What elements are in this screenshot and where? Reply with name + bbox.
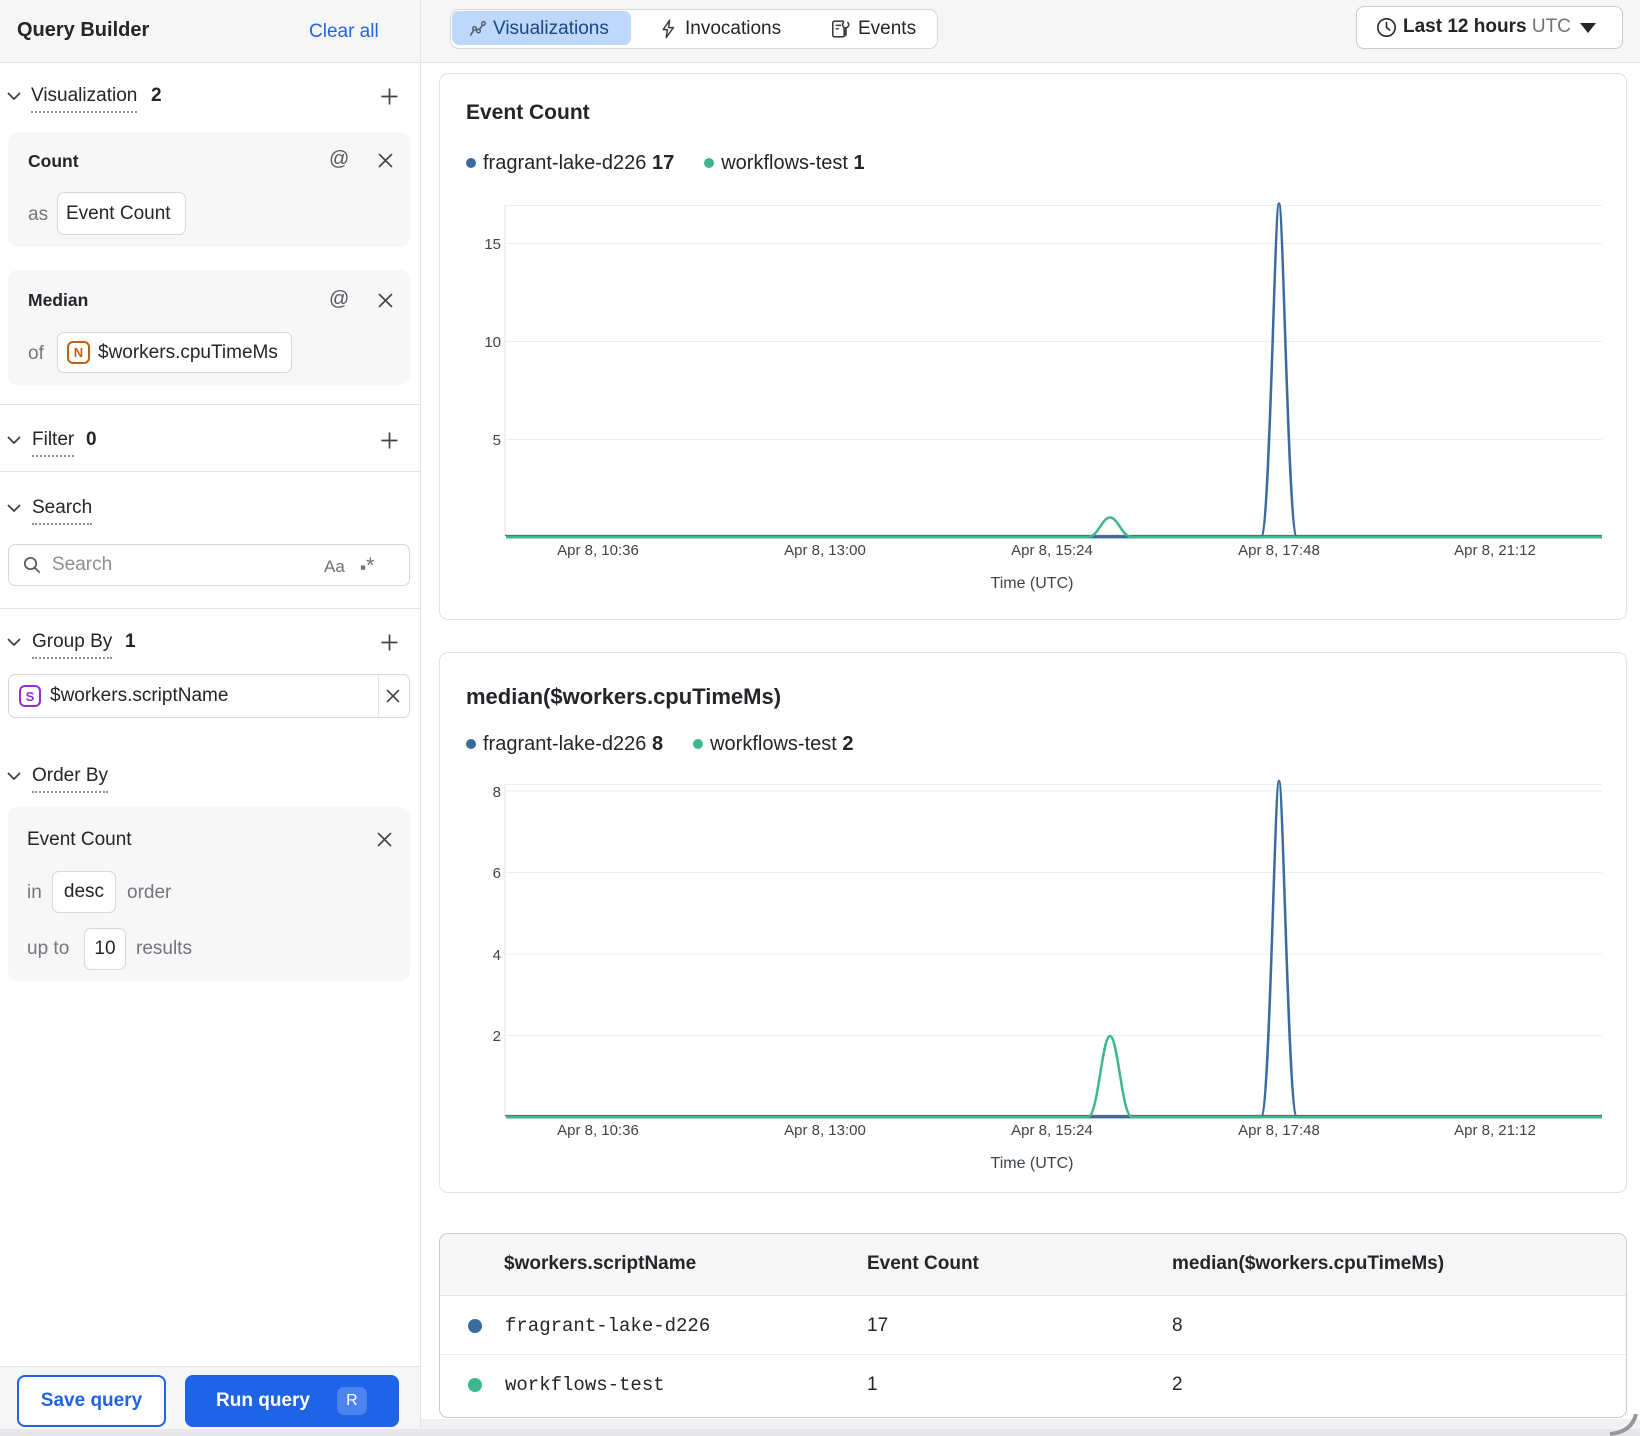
svg-text:Apr 8, 15:24: Apr 8, 15:24 (1011, 1122, 1093, 1139)
svg-text:15: 15 (484, 236, 501, 253)
svg-text:6: 6 (493, 865, 501, 882)
svg-text:Apr 8, 17:48: Apr 8, 17:48 (1238, 1122, 1320, 1139)
svg-text:Apr 8, 21:12: Apr 8, 21:12 (1454, 542, 1536, 559)
svg-text:5: 5 (493, 432, 501, 449)
svg-text:Apr 8, 17:48: Apr 8, 17:48 (1238, 542, 1320, 559)
svg-text:Apr 8, 10:36: Apr 8, 10:36 (557, 542, 639, 559)
svg-text:Apr 8, 13:00: Apr 8, 13:00 (784, 1122, 866, 1139)
svg-text:8: 8 (493, 784, 501, 801)
svg-text:Apr 8, 13:00: Apr 8, 13:00 (784, 542, 866, 559)
svg-text:Time (UTC): Time (UTC) (991, 1155, 1074, 1172)
svg-text:Time (UTC): Time (UTC) (991, 575, 1074, 592)
svg-text:4: 4 (493, 947, 501, 964)
svg-text:Apr 8, 15:24: Apr 8, 15:24 (1011, 542, 1093, 559)
svg-text:10: 10 (484, 334, 501, 351)
svg-text:Apr 8, 10:36: Apr 8, 10:36 (557, 1122, 639, 1139)
svg-text:2: 2 (493, 1028, 501, 1045)
svg-text:Apr 8, 21:12: Apr 8, 21:12 (1454, 1122, 1536, 1139)
